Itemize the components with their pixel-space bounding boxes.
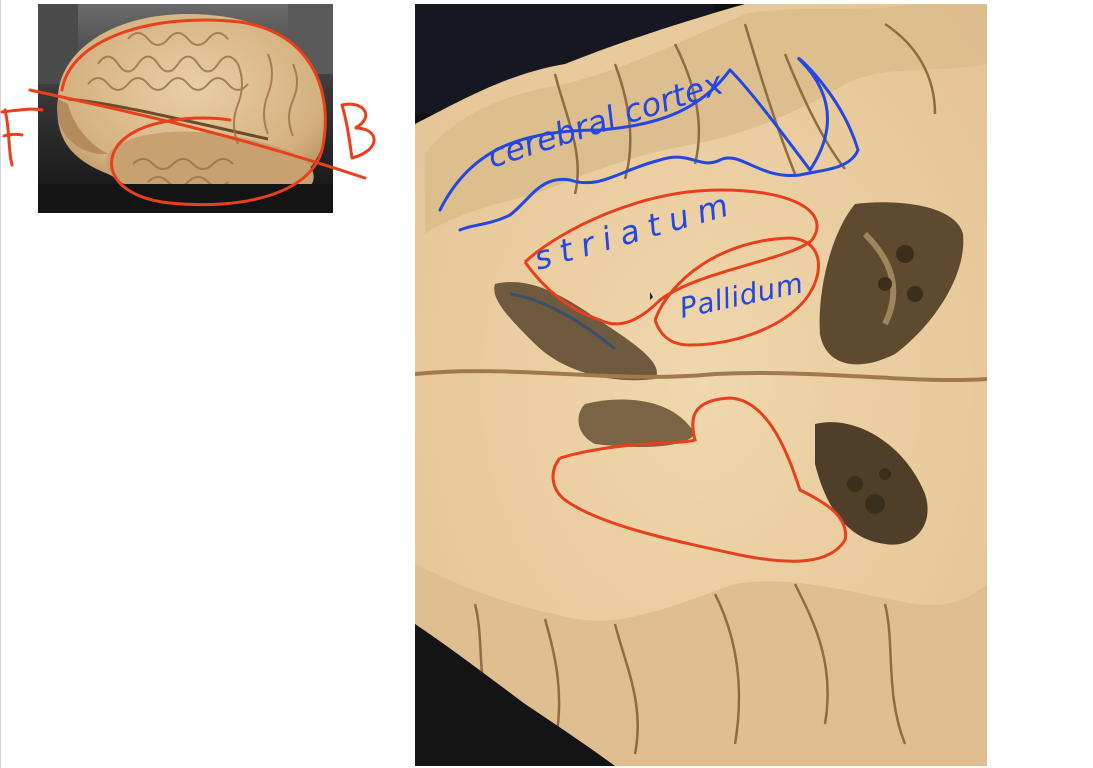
brain-slice-illustration [415, 4, 987, 766]
thumbnail-front-mark [0, 107, 44, 167]
left-edge-rule [0, 0, 1, 768]
thumbnail-back-mark [340, 102, 376, 160]
brain-lateral-thumbnail [38, 4, 333, 213]
brain-lateral-illustration [38, 4, 333, 213]
brain-horizontal-slice-photo [415, 4, 987, 766]
